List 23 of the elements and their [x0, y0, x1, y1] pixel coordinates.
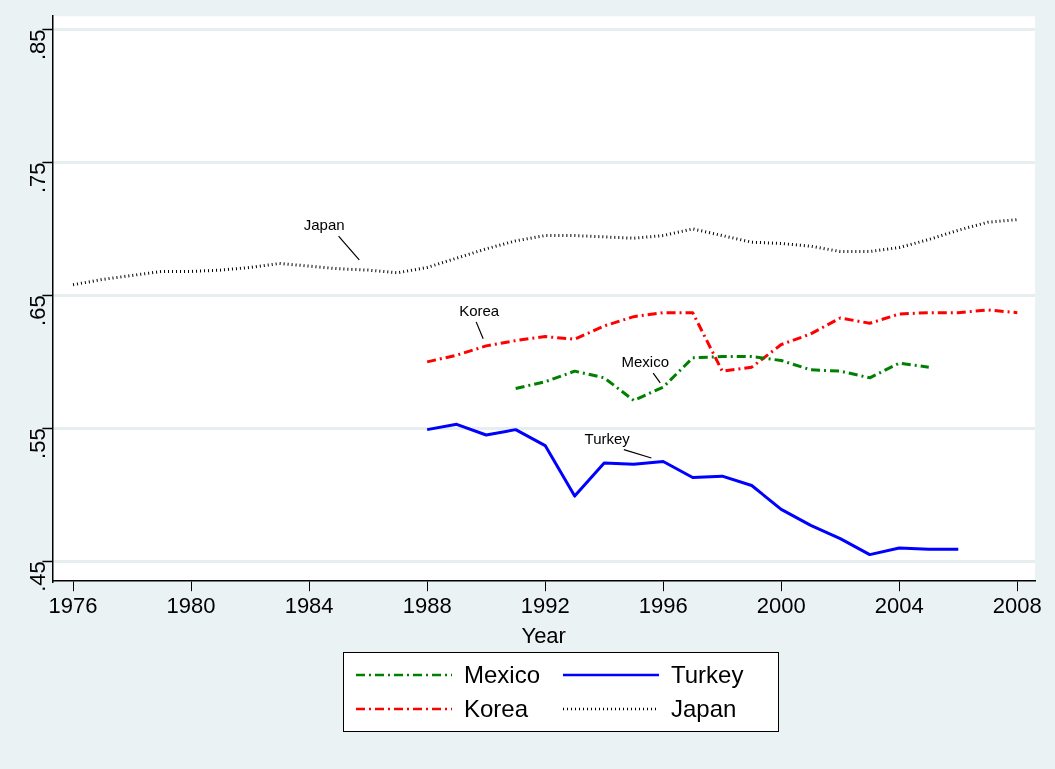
- x-tick-label: 2008: [992, 593, 1042, 619]
- x-axis-title: Year: [521, 622, 566, 648]
- x-tick-label: 1976: [48, 593, 98, 619]
- legend-label: Korea: [464, 695, 529, 723]
- y-tick-label: .45: [25, 561, 51, 592]
- x-tick-label: 1984: [284, 593, 334, 619]
- y-tick-label: .85: [25, 29, 51, 61]
- x-tick-label: 1988: [402, 593, 452, 619]
- y-tick-label: .55: [25, 428, 51, 459]
- y-tick-label: .65: [25, 295, 51, 326]
- annotation: Turkey: [584, 429, 631, 447]
- annotation: Mexico: [621, 353, 669, 371]
- legend-label: Japan: [671, 695, 737, 723]
- x-tick-label: 1996: [638, 593, 688, 619]
- legend-label: Turkey: [671, 661, 744, 689]
- legend-label: Mexico: [464, 661, 541, 689]
- x-tick-label: 2000: [756, 593, 806, 619]
- annotation: Korea: [459, 302, 500, 320]
- x-tick-label: 1980: [166, 593, 216, 619]
- x-tick-label: 1992: [520, 593, 570, 619]
- annotation: Japan: [303, 216, 345, 234]
- y-tick-label: .75: [25, 162, 51, 194]
- x-tick-label: 2004: [874, 593, 924, 619]
